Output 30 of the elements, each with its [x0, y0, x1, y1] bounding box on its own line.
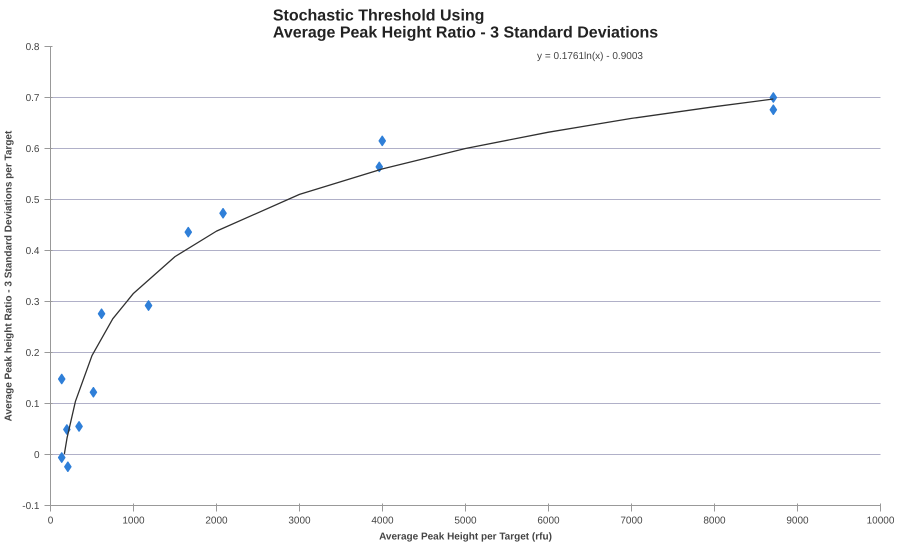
y-tick-label: 0.7	[26, 93, 40, 104]
point	[184, 226, 192, 238]
y-tick-label: -0.1	[22, 501, 40, 512]
x-tick-label: 1000	[122, 516, 146, 526]
x-tick-label: 0	[48, 516, 54, 526]
y-tick-label: 0.3	[26, 297, 40, 308]
y-tick-label: 0.1	[26, 399, 40, 410]
x-tick-label: 9000	[786, 516, 810, 526]
y-tick-label: 0.6	[26, 144, 40, 155]
x-axis-title: Average Peak Height per Target (rfu)	[379, 532, 552, 542]
point	[58, 374, 66, 385]
chart-title: Stochastic Threshold Using Average Peak Height Ratio - 3 Standard Deviations	[272, 8, 658, 42]
y-axis-title: Average Peak height Ratio - 3 Standard Deviations per Target	[3, 130, 14, 422]
y-tick-label: 0.2	[26, 348, 40, 359]
y-tick-label: 0.4	[26, 246, 40, 257]
y-tick-label: 0.8	[26, 42, 40, 53]
x-tick-label: 4000	[371, 516, 394, 526]
y-tick-label: 0.5	[26, 195, 40, 206]
point	[58, 452, 66, 464]
x-tick-label: 6000	[537, 516, 560, 526]
x-tick-label: 8000	[703, 516, 726, 526]
y-tick-label: 0	[34, 450, 40, 461]
x-tick-label: 5000	[454, 516, 478, 526]
x-tick-label: 10000	[866, 516, 895, 526]
point	[378, 135, 386, 146]
x-tick-label: 3000	[288, 516, 312, 526]
annotation: y = 0.1761ln(x) - 0.9003	[537, 50, 644, 62]
x-tick-label: 7000	[620, 516, 644, 526]
x-tick-label: 2000	[205, 516, 228, 526]
point	[770, 92, 778, 103]
